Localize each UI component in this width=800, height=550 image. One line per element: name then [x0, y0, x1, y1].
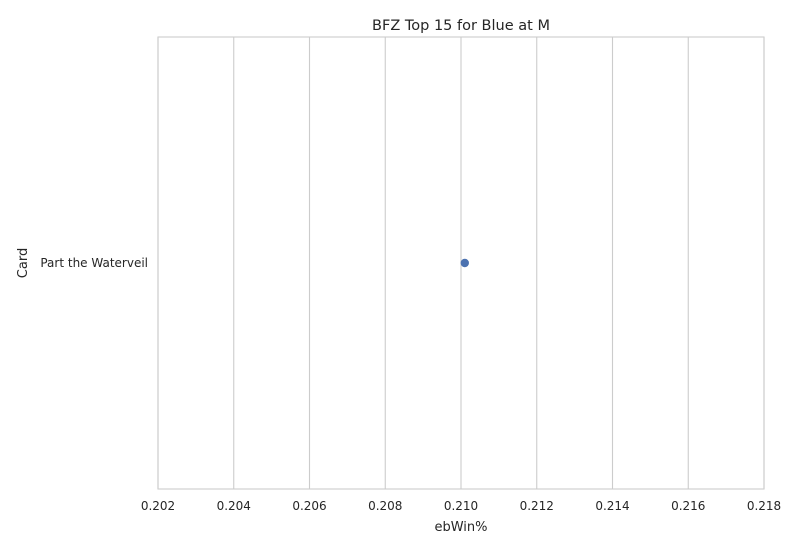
x-tick-label: 0.202 — [141, 499, 175, 513]
y-axis-label: Card — [16, 248, 31, 278]
chart-title: BFZ Top 15 for Blue at M — [372, 18, 550, 34]
data-points — [460, 258, 469, 268]
x-tick-label: 0.204 — [217, 499, 251, 513]
x-tick-label: 0.208 — [368, 499, 402, 513]
x-axis-label: ebWin% — [434, 520, 487, 535]
x-tick-label: 0.214 — [595, 499, 629, 513]
y-tick-labels: Part the Waterveil — [40, 256, 148, 270]
x-tick-label: 0.206 — [292, 499, 326, 513]
y-tick-label: Part the Waterveil — [40, 256, 148, 270]
x-tick-label: 0.210 — [444, 499, 478, 513]
plot-frame — [157, 36, 765, 490]
x-tick-label: 0.218 — [747, 499, 781, 513]
x-tick-label: 0.212 — [520, 499, 554, 513]
data-point — [460, 258, 469, 268]
x-tick-label: 0.216 — [671, 499, 705, 513]
x-tick-labels: 0.202 0.204 0.206 0.208 0.210 0.212 0.214 0.216… — [141, 499, 781, 513]
